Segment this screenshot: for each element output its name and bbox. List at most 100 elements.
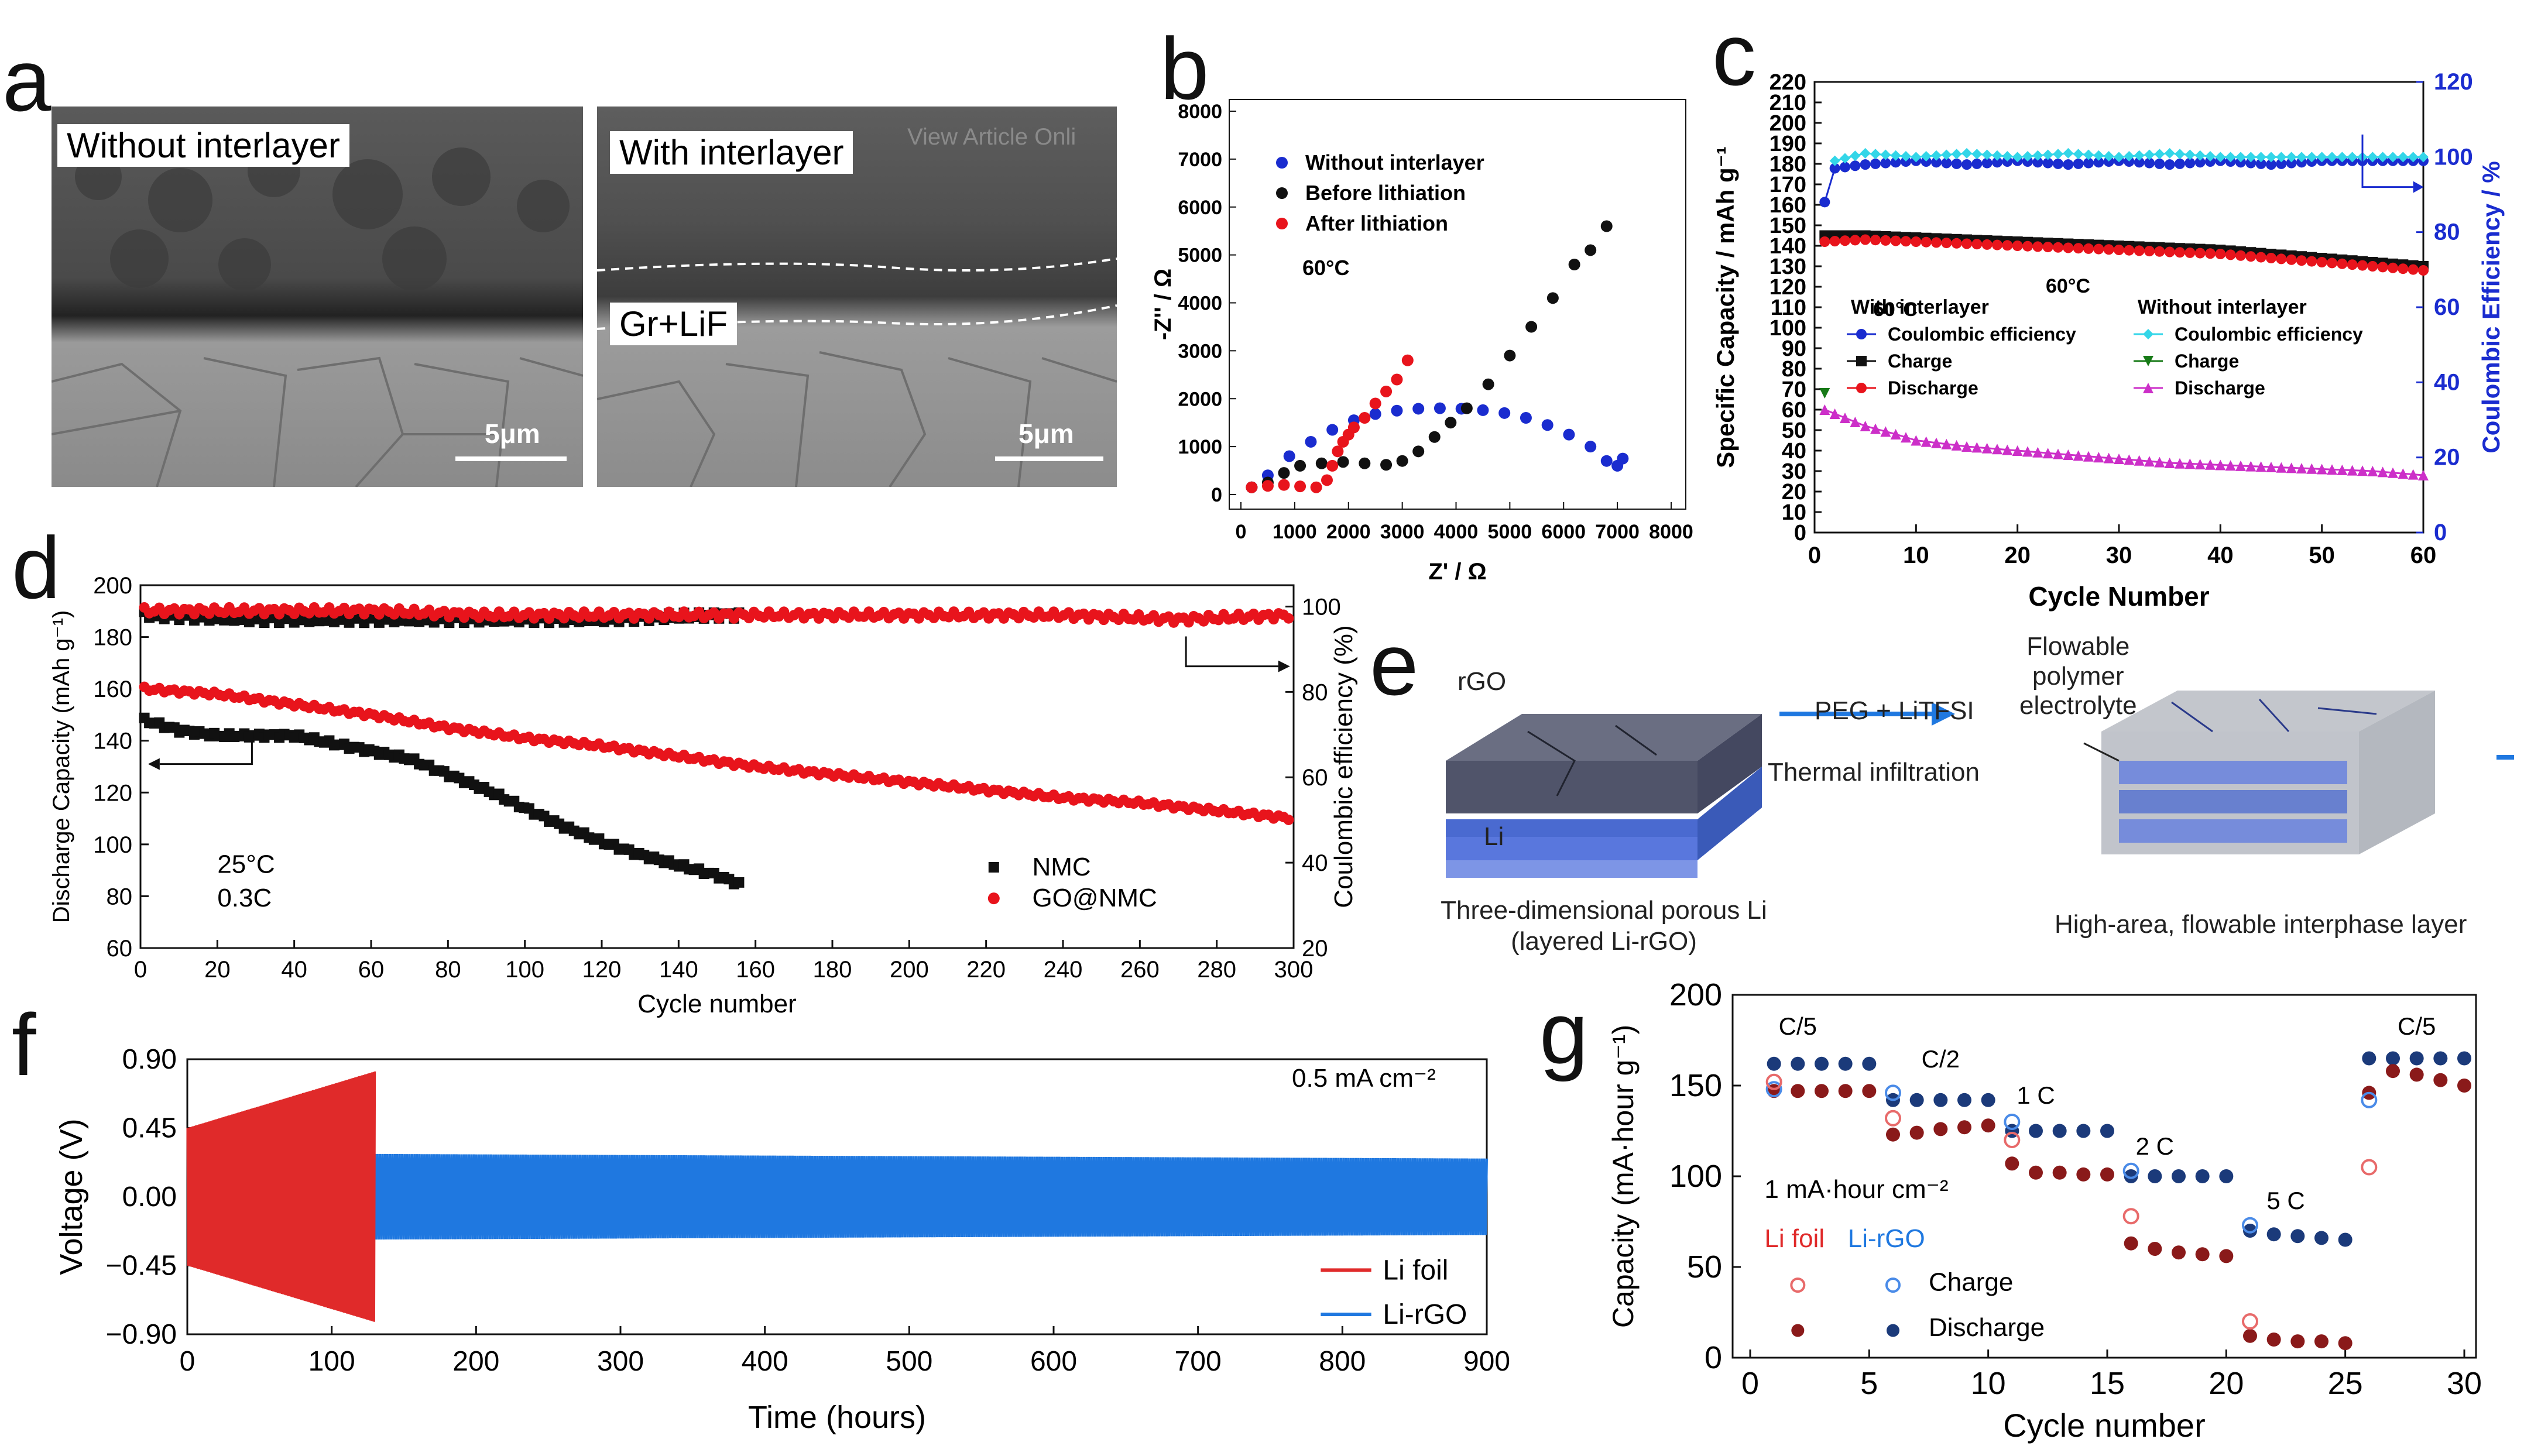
data-point (1600, 455, 1613, 467)
x-tick-label: 40 (2207, 542, 2234, 568)
data-point (2134, 245, 2145, 256)
x-tick-label: 600 (1030, 1346, 1077, 1377)
chart-f: 0 100 200 300 400 500 600 700 800 900 −0.90 −0.45 0.… (54, 1048, 1510, 1435)
right-axis-arrowhead (2413, 181, 2424, 193)
data-point (2276, 158, 2287, 169)
data-point (2418, 152, 2429, 163)
series-line (1823, 160, 2423, 202)
data-point (1971, 158, 1983, 169)
legend-discharge: Discharge (1929, 1313, 2045, 1342)
data-point (1765, 1081, 1782, 1098)
arrow-label-bottom: Thermal infiltration (1768, 758, 1980, 787)
data-point (1931, 237, 1942, 248)
data-point (2122, 1208, 2139, 1225)
schematic-drawing (1446, 691, 2435, 878)
data-point (2172, 1169, 2186, 1183)
y-tick-label: 190 (1769, 132, 1806, 156)
data-point (2296, 152, 2307, 163)
data-point (1305, 435, 1317, 448)
data-point (2053, 158, 2063, 169)
data-point (2100, 1124, 2114, 1138)
data-point (1283, 450, 1295, 462)
x-tick-label: 10 (1903, 542, 1929, 568)
data-point (2316, 463, 2327, 475)
plot-frame (139, 584, 1295, 949)
scale-label-right: 5μm (1018, 418, 1074, 449)
data-point (2022, 446, 2033, 457)
left-axis-arrowhead (148, 758, 160, 770)
x-axis-label: Z' / Ω (1428, 559, 1486, 585)
y-tick-label: 3000 (1178, 340, 1222, 362)
data-point (2306, 463, 2317, 474)
data-point (2266, 1333, 2281, 1347)
data-point (2276, 462, 2287, 473)
data-point (1246, 481, 1258, 493)
data-point (1981, 239, 1993, 250)
data-point (2175, 149, 2185, 160)
data-point (2286, 157, 2297, 169)
x-tick-label: 200 (890, 957, 929, 983)
data-point (1901, 151, 1911, 162)
rate-label: C/5 (1779, 1012, 1817, 1040)
data-point (1546, 292, 1559, 304)
data-point (2225, 249, 2236, 260)
x-tick-label: 4000 (1434, 521, 1479, 543)
y-tick-label: 10 (1782, 500, 1806, 525)
data-point (2235, 460, 2246, 471)
data-point (2093, 243, 2104, 255)
data-point (1992, 150, 2002, 161)
data-point (1961, 238, 1972, 249)
data-point (1860, 421, 1871, 431)
y-tick-label: 120 (93, 780, 132, 806)
legend-label: Charge (2175, 351, 2239, 372)
data-point (1840, 153, 1850, 164)
legend-marker (2143, 356, 2153, 366)
data-point (1310, 481, 1322, 493)
data-point (2286, 254, 2297, 265)
x-tick-label: 400 (742, 1346, 788, 1377)
annotation-temp-label: 60°C (1873, 298, 1918, 321)
data-point (2255, 461, 2266, 472)
flowable-interphase-stack (2101, 691, 2435, 854)
data-point (2306, 152, 2317, 163)
data-point (2367, 466, 2378, 476)
data-point (2337, 258, 2348, 269)
data-point (1981, 1093, 1995, 1107)
data-point (1961, 159, 1972, 170)
data-point (2433, 1073, 2448, 1087)
x-tick-label: 900 (1463, 1346, 1510, 1377)
data-point (1829, 155, 1840, 166)
y-tick-label: 0 (1211, 484, 1222, 506)
data-point (1337, 456, 1349, 468)
data-point (2083, 451, 2094, 462)
data-point (2053, 448, 2063, 459)
data-point (2215, 459, 2226, 471)
data-point (2242, 1313, 2258, 1330)
data-point (1585, 441, 1597, 453)
legend-header-without: Without interlayer (2138, 296, 2307, 318)
sem-label-layer: Gr+LiF (610, 303, 738, 345)
y2-tick-label: 100 (1302, 594, 1341, 620)
data-point (1283, 814, 1294, 825)
data-point (1870, 158, 1881, 169)
y-tick-label: 6000 (1178, 197, 1222, 219)
x-tick-label: 2000 (1326, 521, 1371, 543)
x-tick-label: 30 (2447, 1366, 2482, 1401)
data-point (2235, 250, 2246, 261)
data-point (1829, 408, 1840, 419)
x-tick-label: 15 (2090, 1366, 2125, 1401)
data-point (2195, 1247, 2210, 1262)
data-point (1911, 236, 1922, 247)
data-point (1838, 1056, 1853, 1071)
data-point (2172, 1245, 2186, 1260)
flowable-line-2: polymer (2032, 661, 2124, 691)
chart-c: 0 10 20 30 40 50 60010203040506070809010011012… (1712, 69, 2505, 612)
x-tick-label: 80 (435, 957, 461, 983)
y-tick-label: 120 (1769, 275, 1806, 300)
x-tick-label: 0 (1808, 542, 1821, 568)
data-point (2266, 462, 2276, 472)
y-tick-label: 110 (1771, 296, 1806, 320)
data-point (1428, 431, 1441, 443)
y-tick-label: 80 (107, 884, 133, 909)
scale-label-left: 5μm (485, 418, 540, 449)
